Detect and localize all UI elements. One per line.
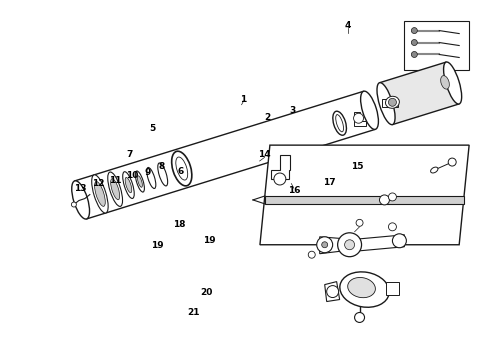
Circle shape [317,237,333,253]
Text: 13: 13 [74,184,87,193]
Ellipse shape [431,167,438,173]
Ellipse shape [137,176,143,187]
Circle shape [412,40,417,45]
Polygon shape [271,155,290,179]
Circle shape [389,223,396,231]
Ellipse shape [441,76,449,89]
Text: 8: 8 [159,162,165,171]
Polygon shape [380,62,459,125]
Ellipse shape [377,83,395,125]
Circle shape [338,233,362,257]
Text: 12: 12 [92,179,105,188]
Ellipse shape [176,157,188,180]
Circle shape [354,113,364,123]
Circle shape [356,219,363,226]
Ellipse shape [361,91,378,129]
Ellipse shape [122,172,134,198]
Text: 17: 17 [322,178,335,187]
Polygon shape [383,99,398,107]
Circle shape [308,251,315,258]
Text: 6: 6 [177,167,184,176]
Polygon shape [349,235,404,252]
Text: 18: 18 [173,220,185,229]
Ellipse shape [333,111,346,135]
Polygon shape [75,91,375,219]
Ellipse shape [125,177,132,193]
Ellipse shape [348,278,375,298]
Circle shape [327,285,339,298]
Circle shape [355,312,365,323]
Circle shape [274,173,286,185]
Polygon shape [260,145,469,245]
Circle shape [322,242,328,248]
Text: 7: 7 [126,150,132,159]
Polygon shape [387,282,399,294]
Text: 19: 19 [151,241,164,250]
Text: 11: 11 [109,176,122,185]
Polygon shape [265,196,464,204]
Text: 16: 16 [288,186,300,195]
Text: 3: 3 [290,105,296,114]
Ellipse shape [147,167,156,189]
Ellipse shape [108,172,122,206]
Text: 1: 1 [241,95,246,104]
Text: 19: 19 [202,236,215,245]
FancyBboxPatch shape [404,21,469,71]
Ellipse shape [72,181,90,219]
Ellipse shape [386,96,399,108]
Text: 2: 2 [264,113,270,122]
Text: 5: 5 [149,123,155,132]
Circle shape [389,193,396,201]
Circle shape [412,51,417,58]
Circle shape [379,195,390,205]
Text: 20: 20 [200,288,212,297]
Circle shape [448,158,456,166]
Circle shape [72,202,76,207]
Ellipse shape [336,114,343,132]
Polygon shape [354,112,366,126]
Ellipse shape [135,171,145,192]
Text: 10: 10 [125,171,138,180]
Circle shape [344,240,355,250]
Text: 21: 21 [188,308,200,317]
Text: 4: 4 [344,21,351,30]
Polygon shape [319,237,344,254]
Ellipse shape [172,151,192,186]
Circle shape [412,28,417,33]
Ellipse shape [92,175,108,213]
Ellipse shape [95,181,105,206]
Text: 9: 9 [144,168,150,177]
Text: 15: 15 [351,162,364,171]
Ellipse shape [340,272,389,307]
Polygon shape [325,282,340,302]
Circle shape [392,234,406,248]
Ellipse shape [111,179,120,200]
Ellipse shape [158,163,168,186]
Ellipse shape [443,62,462,104]
Text: 14: 14 [258,150,271,159]
Circle shape [389,98,396,106]
